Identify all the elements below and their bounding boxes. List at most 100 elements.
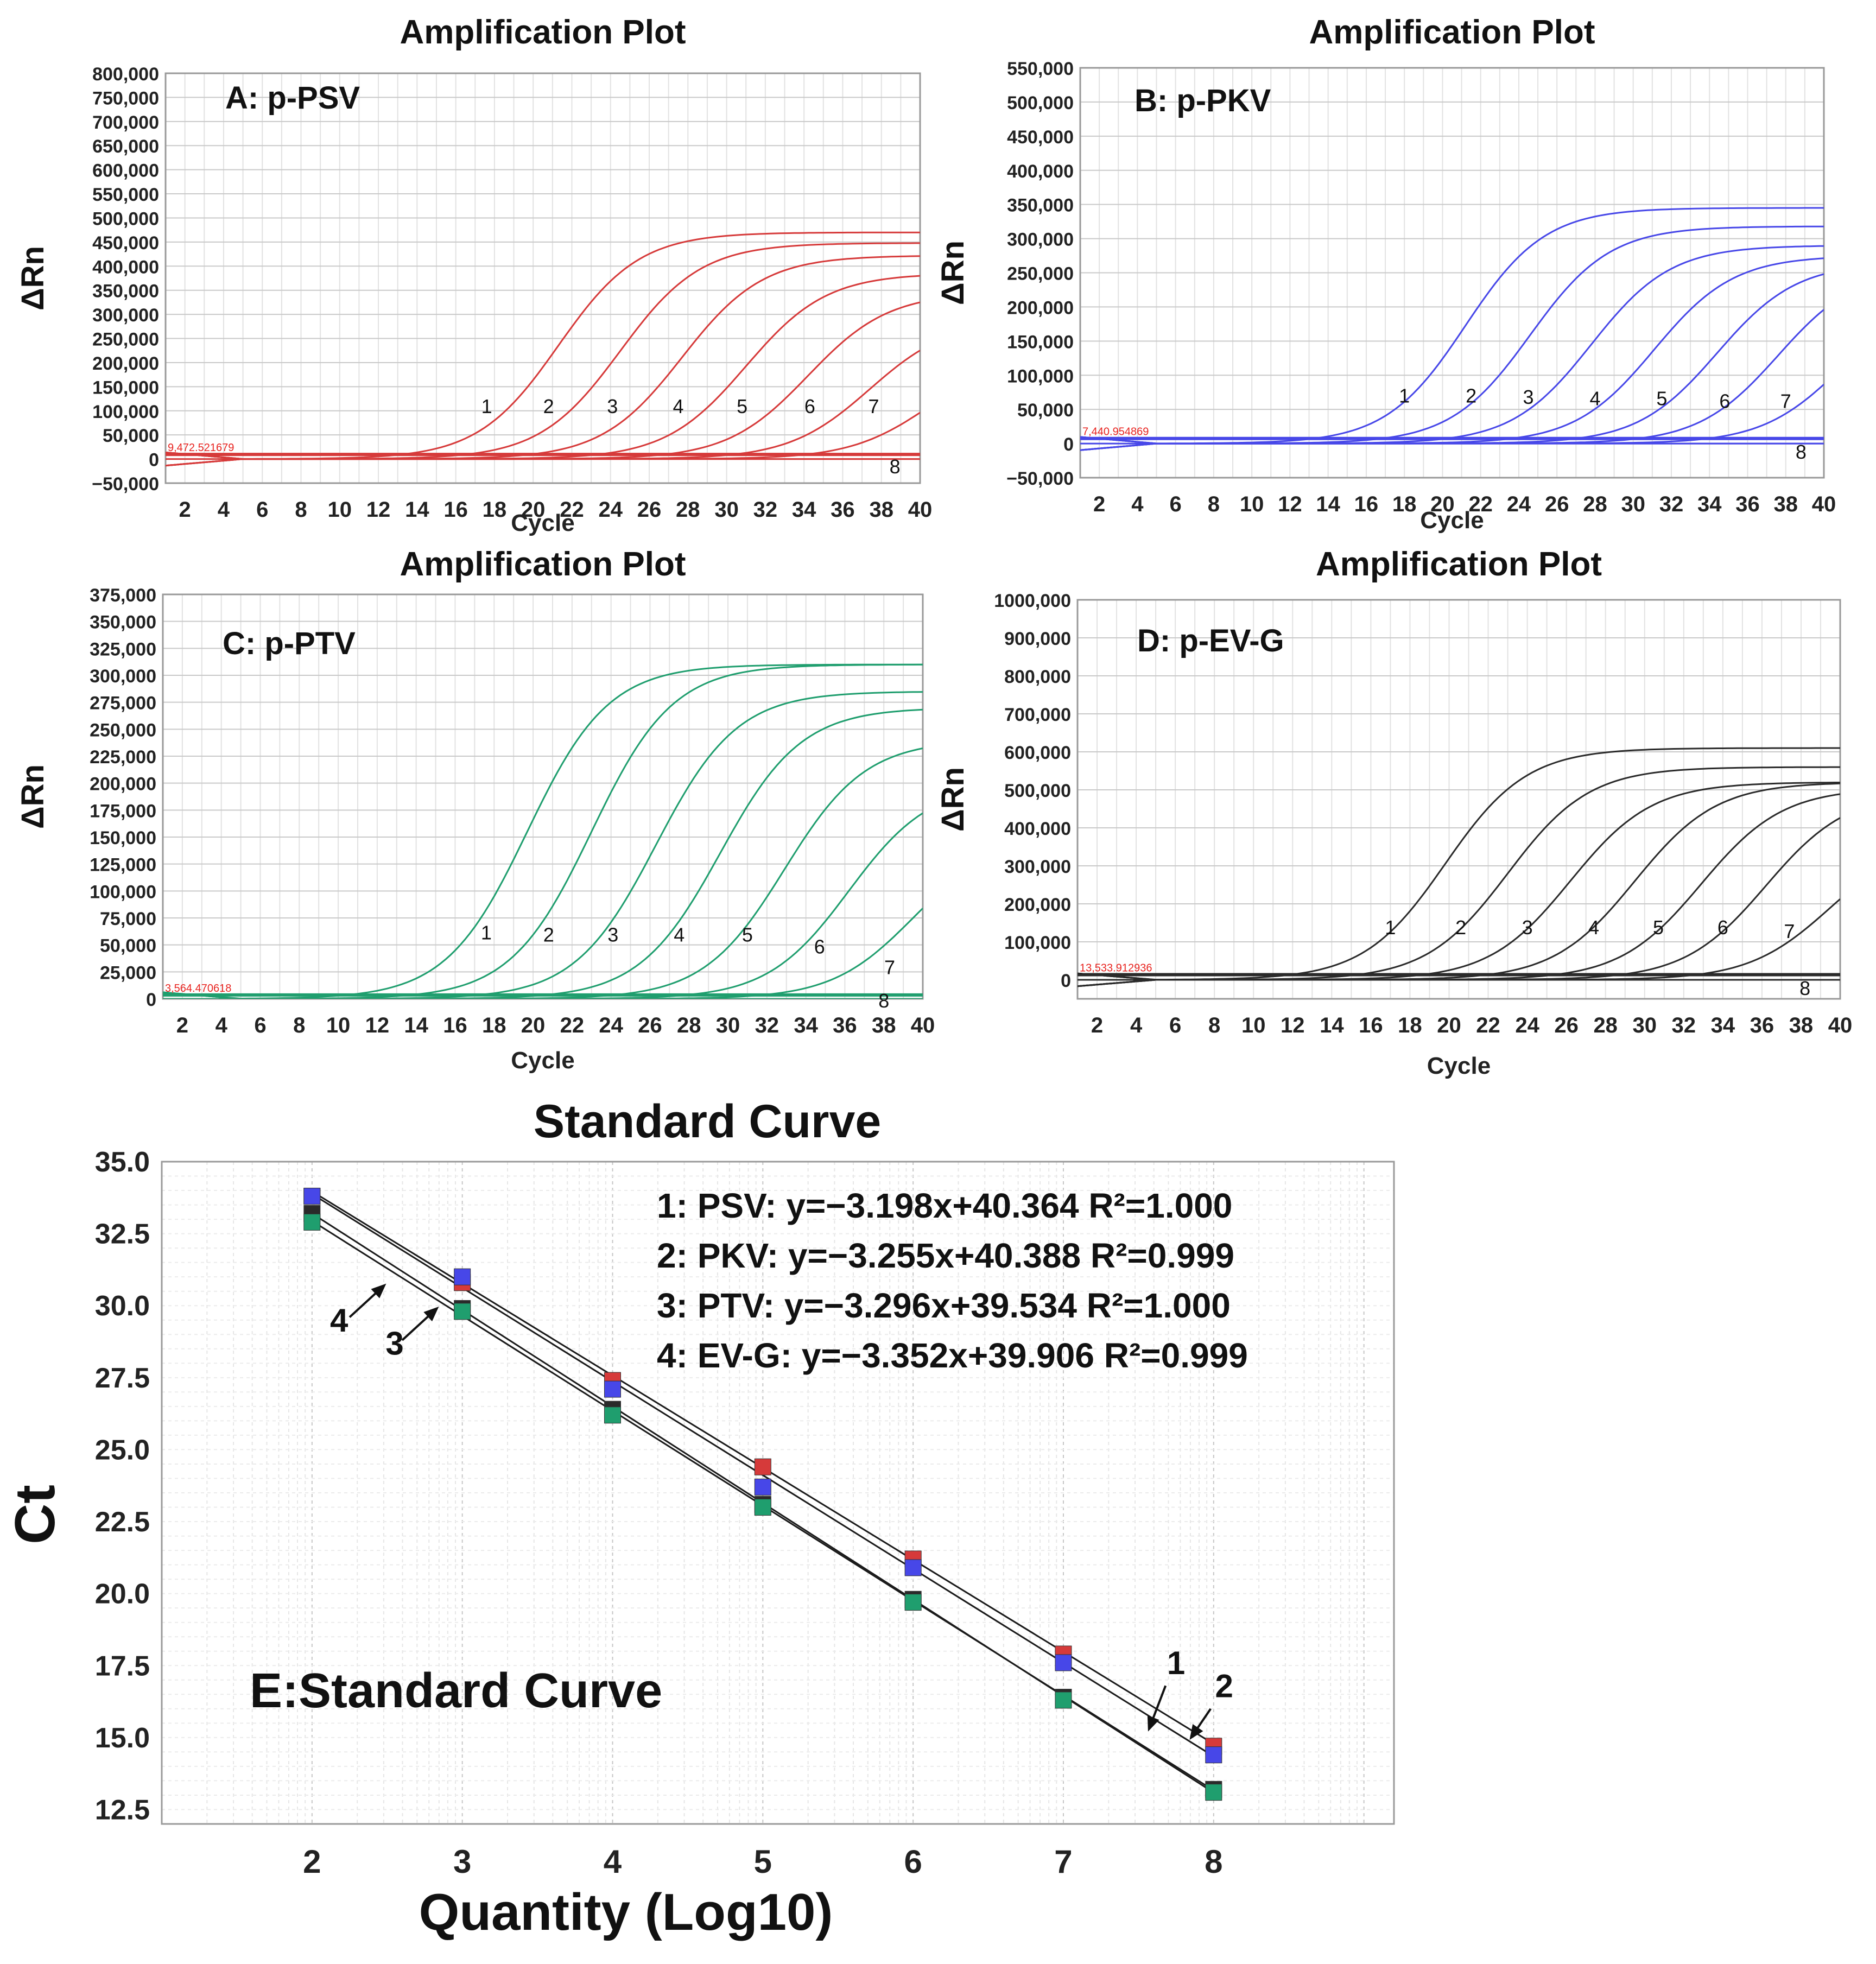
amplification-curve-1: [1080, 207, 1824, 445]
x-tick-label: 30: [1621, 492, 1645, 516]
x-tick-label: 12: [1281, 1013, 1305, 1037]
y-tick-label: 450,000: [92, 233, 159, 254]
x-tick-label: 28: [1583, 492, 1607, 516]
x-tick-label: 8: [293, 1013, 305, 1037]
curve-number-label: 5: [1656, 388, 1667, 410]
curve-number-label: 5: [1653, 916, 1664, 939]
threshold-label: 9,472.521679: [168, 442, 234, 454]
y-tick-label: 350,000: [90, 612, 156, 633]
y-tick-label: 17.5: [95, 1650, 150, 1682]
y-tick-label: 250,000: [1007, 264, 1074, 284]
y-tick-label: 225,000: [90, 747, 156, 768]
line-number-label: 1: [1167, 1645, 1185, 1681]
x-tick-label: 10: [326, 1013, 351, 1037]
line-number-label: 3: [385, 1325, 403, 1361]
y-tick-label: 500,000: [1004, 781, 1071, 801]
x-tick-label: 2: [1093, 492, 1105, 516]
arrow-head: [1189, 1724, 1203, 1740]
amplification-curve-2: [1078, 766, 1840, 987]
curve-number-label: 8: [890, 455, 901, 478]
plot-frame: [164, 72, 921, 484]
x-tick-label: 40: [908, 498, 933, 522]
x-tick-label: 32: [1659, 492, 1684, 516]
y-tick-label: 100,000: [1007, 366, 1074, 387]
y-tick-label: 30.0: [95, 1290, 150, 1322]
chart-title: Amplification Plot: [1316, 546, 1602, 583]
amplification-curve-4: [1080, 257, 1824, 451]
x-tick-label: 22: [560, 498, 584, 522]
panel-label: E:Standard Curve: [250, 1664, 662, 1718]
x-tick-label: 16: [1354, 492, 1379, 516]
standard-curve-plot: Standard Curve12.515.017.520.022.525.027…: [4, 1095, 1395, 1941]
curve-group: [163, 663, 923, 999]
x-tick-label: 26: [638, 1013, 662, 1037]
y-tick-label: 350,000: [1007, 195, 1074, 216]
amplification-curve-2: [1080, 225, 1824, 451]
y-tick-label: 275,000: [90, 693, 156, 714]
x-tick-label: 38: [1773, 492, 1798, 516]
curve-number-label: 4: [1588, 916, 1599, 939]
amplification-curve-5: [1080, 273, 1824, 445]
x-tick-label: 14: [1316, 492, 1340, 516]
y-tick-label: 0: [146, 990, 156, 1010]
x-tick-label: 14: [404, 1013, 428, 1037]
threshold-label: 3,564.470618: [165, 983, 231, 994]
y-tick-label: 750,000: [92, 88, 159, 109]
amplification-curve-5: [1078, 793, 1840, 981]
x-tick-label: 12: [365, 1013, 390, 1037]
x-tick-label: 32: [755, 1013, 779, 1037]
x-axis-label: Quantity (Log10): [419, 1883, 833, 1941]
y-axis-label: ΔRn: [935, 767, 971, 832]
y-tick-label: 700,000: [1004, 705, 1071, 725]
x-tick-label: 26: [637, 498, 662, 522]
x-tick-label: 8: [295, 498, 307, 522]
y-tick-label: 25,000: [100, 962, 156, 983]
y-tick-label: 100,000: [1004, 933, 1071, 953]
y-tick-label: 800,000: [92, 64, 159, 85]
x-tick-label: 36: [1750, 1013, 1774, 1037]
x-tick-label: 20: [521, 498, 546, 522]
amplification-plot-B: Amplification Plot B: p-PKV −50,000 0 50,000…: [935, 14, 1836, 534]
x-tick-label: 22: [1476, 1013, 1500, 1037]
amplification-curve-2: [166, 242, 920, 467]
amplification-curve-1: [1078, 747, 1840, 981]
curve-number-label: 6: [804, 395, 815, 417]
amplification-curve-4: [231, 708, 923, 999]
curve-number-label: 2: [543, 924, 554, 946]
curve-number-label: 2: [1455, 916, 1466, 939]
x-tick-label: 4: [1131, 492, 1144, 516]
y-tick-label: 700,000: [92, 112, 159, 133]
line-number-label: 2: [1215, 1668, 1233, 1705]
x-tick-label: 10: [1240, 492, 1264, 516]
arrow-head: [371, 1283, 386, 1298]
y-axis-label: ΔRn: [15, 764, 50, 829]
y-tick-label: 0: [149, 450, 159, 471]
data-point-green: [1055, 1691, 1072, 1709]
x-tick-label: 4: [218, 498, 230, 522]
y-tick-label: 450,000: [1007, 127, 1074, 148]
x-tick-label: 10: [1241, 1013, 1266, 1037]
chart-title: Amplification Plot: [400, 546, 686, 583]
x-tick-label: 2: [176, 1013, 188, 1037]
x-tick-label: 40: [911, 1013, 935, 1037]
data-point-green: [303, 1213, 321, 1231]
data-point-blue: [303, 1188, 321, 1205]
x-tick-label: 30: [1632, 1013, 1657, 1037]
x-tick-label: 34: [1697, 492, 1722, 516]
x-tick-label: 30: [714, 498, 739, 522]
amplification-curve-4: [1078, 782, 1840, 987]
x-axis-label: Cycle: [1427, 1053, 1491, 1079]
y-tick-label: 200,000: [90, 774, 156, 795]
x-tick-label: 14: [1320, 1013, 1344, 1037]
y-tick-label: 300,000: [92, 305, 159, 326]
x-tick-label: 8: [1208, 1013, 1220, 1037]
y-tick-label: 0: [1061, 971, 1071, 991]
y-tick-label: −50,000: [92, 474, 159, 495]
y-tick-label: 550,000: [1007, 59, 1074, 79]
x-tick-label: 26: [1545, 492, 1569, 516]
y-tick-label: 375,000: [90, 585, 156, 606]
chart-title: Standard Curve: [534, 1095, 881, 1148]
x-tick-label: 28: [1593, 1013, 1618, 1037]
x-tick-label: 34: [794, 1013, 818, 1037]
y-tick-label: 200,000: [92, 353, 159, 374]
